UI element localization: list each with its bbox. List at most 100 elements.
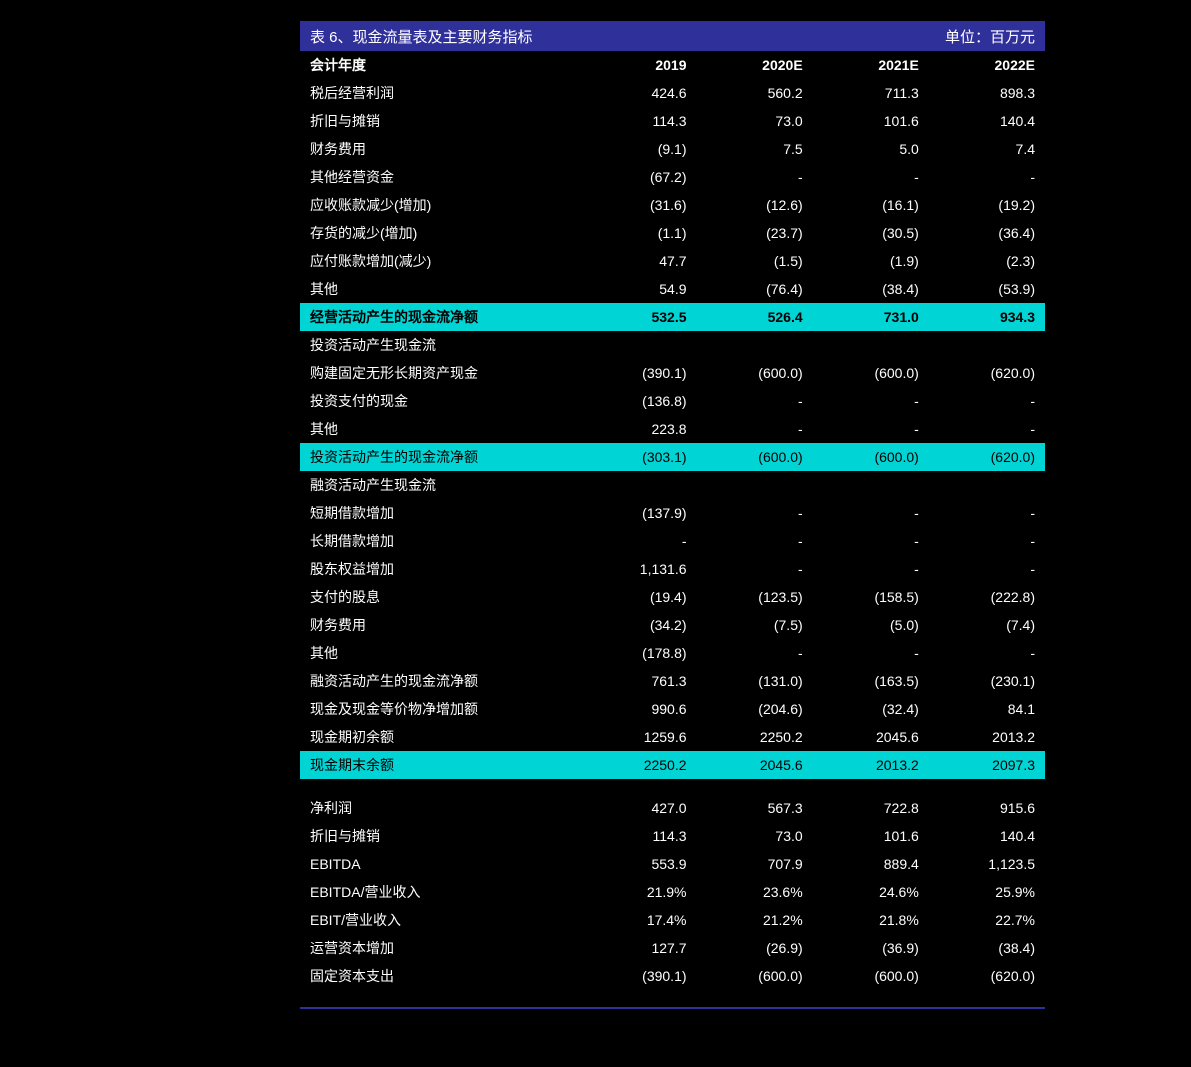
table-row: 固定资本支出(390.1)(600.0)(600.0)(620.0) [300, 962, 1045, 990]
cell-value: (36.9) [813, 934, 929, 962]
cell-value: 101.6 [813, 822, 929, 850]
col-header-2020e: 2020E [697, 51, 813, 79]
table-row: 现金期末余额2250.22045.62013.22097.3 [300, 751, 1045, 779]
cell-value: (1.9) [813, 247, 929, 275]
cell-value: 54.9 [580, 275, 696, 303]
row-label: 其他经营资金 [300, 163, 580, 191]
cell-value: (163.5) [813, 667, 929, 695]
cell-value: (137.9) [580, 499, 696, 527]
cell-value: 21.9% [580, 878, 696, 906]
cell-value: - [929, 639, 1045, 667]
cell-value: (19.4) [580, 583, 696, 611]
col-header-2019: 2019 [580, 51, 696, 79]
cell-value: 707.9 [697, 850, 813, 878]
row-label: 其他 [300, 275, 580, 303]
table-row: 应付账款增加(减少)47.7(1.5)(1.9)(2.3) [300, 247, 1045, 275]
cell-value: (303.1) [580, 443, 696, 471]
cell-value: 25.9% [929, 878, 1045, 906]
cell-value: (12.6) [697, 191, 813, 219]
table-row: 投资支付的现金(136.8)--- [300, 387, 1045, 415]
cell-value: 5.0 [813, 135, 929, 163]
row-label: EBITDA [300, 850, 580, 878]
table-row: 折旧与摊销114.373.0101.6140.4 [300, 107, 1045, 135]
cell-value: (230.1) [929, 667, 1045, 695]
cell-value: 22.7% [929, 906, 1045, 934]
cell-value: (76.4) [697, 275, 813, 303]
col-header-2022e: 2022E [929, 51, 1045, 79]
cell-value: 761.3 [580, 667, 696, 695]
cell-value [929, 779, 1045, 794]
cell-value: (9.1) [580, 135, 696, 163]
cell-value: 84.1 [929, 695, 1045, 723]
cell-value: 23.6% [697, 878, 813, 906]
row-label: 其他 [300, 639, 580, 667]
cell-value: 101.6 [813, 107, 929, 135]
row-label: 现金期初余额 [300, 723, 580, 751]
cell-value: (53.9) [929, 275, 1045, 303]
table-row: 投资活动产生的现金流净额(303.1)(600.0)(600.0)(620.0) [300, 443, 1045, 471]
cell-value: (38.4) [813, 275, 929, 303]
table-header: 表 6、现金流量表及主要财务指标 单位：百万元 [300, 21, 1045, 51]
cell-value: - [813, 387, 929, 415]
row-label: EBITDA/营业收入 [300, 878, 580, 906]
cell-value: - [697, 415, 813, 443]
cell-value: - [929, 499, 1045, 527]
cell-value: - [813, 415, 929, 443]
table-row: 融资活动产生现金流 [300, 471, 1045, 499]
row-label: 融资活动产生的现金流净额 [300, 667, 580, 695]
cell-value [697, 471, 813, 499]
cell-value: (5.0) [813, 611, 929, 639]
table-unit: 单位：百万元 [945, 26, 1035, 47]
cell-value: 553.9 [580, 850, 696, 878]
cell-value: 17.4% [580, 906, 696, 934]
cell-value: (390.1) [580, 359, 696, 387]
cell-value: 1259.6 [580, 723, 696, 751]
cell-value: - [813, 527, 929, 555]
cell-value: - [929, 527, 1045, 555]
row-label: 折旧与摊销 [300, 822, 580, 850]
cell-value: (1.5) [697, 247, 813, 275]
cell-value [580, 471, 696, 499]
row-label: 现金及现金等价物净增加额 [300, 695, 580, 723]
cell-value: (620.0) [929, 443, 1045, 471]
row-label: 融资活动产生现金流 [300, 471, 580, 499]
cell-value [929, 471, 1045, 499]
cell-value: 731.0 [813, 303, 929, 331]
cell-value: (19.2) [929, 191, 1045, 219]
cell-value: - [929, 415, 1045, 443]
cash-flow-table: 表 6、现金流量表及主要财务指标 单位：百万元 会计年度 2019 2020E … [300, 21, 1045, 990]
cell-value: (36.4) [929, 219, 1045, 247]
cell-value: 73.0 [697, 107, 813, 135]
table-title: 表 6、现金流量表及主要财务指标 [310, 26, 533, 47]
row-label: 股东权益增加 [300, 555, 580, 583]
row-label: 长期借款增加 [300, 527, 580, 555]
cell-value: - [929, 163, 1045, 191]
column-header-row: 会计年度 2019 2020E 2021E 2022E [300, 51, 1045, 79]
table-row: 投资活动产生现金流 [300, 331, 1045, 359]
cell-value: 2097.3 [929, 751, 1045, 779]
cell-value: (131.0) [697, 667, 813, 695]
cell-value: 567.3 [697, 794, 813, 822]
cell-value: 114.3 [580, 107, 696, 135]
cell-value: - [697, 387, 813, 415]
table-row: 短期借款增加(137.9)--- [300, 499, 1045, 527]
cell-value: 2250.2 [697, 723, 813, 751]
cell-value: - [813, 163, 929, 191]
row-label: 支付的股息 [300, 583, 580, 611]
row-label: 折旧与摊销 [300, 107, 580, 135]
cell-value: 2045.6 [813, 723, 929, 751]
cell-value: (390.1) [580, 962, 696, 990]
table-row: 其他经营资金(67.2)--- [300, 163, 1045, 191]
cell-value: (123.5) [697, 583, 813, 611]
cell-value: 2013.2 [929, 723, 1045, 751]
cell-value: 21.2% [697, 906, 813, 934]
row-label: EBIT/营业收入 [300, 906, 580, 934]
table-row: 融资活动产生的现金流净额761.3(131.0)(163.5)(230.1) [300, 667, 1045, 695]
table-row [300, 779, 1045, 794]
cell-value: 990.6 [580, 695, 696, 723]
row-label: 应收账款减少(增加) [300, 191, 580, 219]
cell-value: 21.8% [813, 906, 929, 934]
cell-value: (31.6) [580, 191, 696, 219]
row-label: 经营活动产生的现金流净额 [300, 303, 580, 331]
cell-value: 2250.2 [580, 751, 696, 779]
